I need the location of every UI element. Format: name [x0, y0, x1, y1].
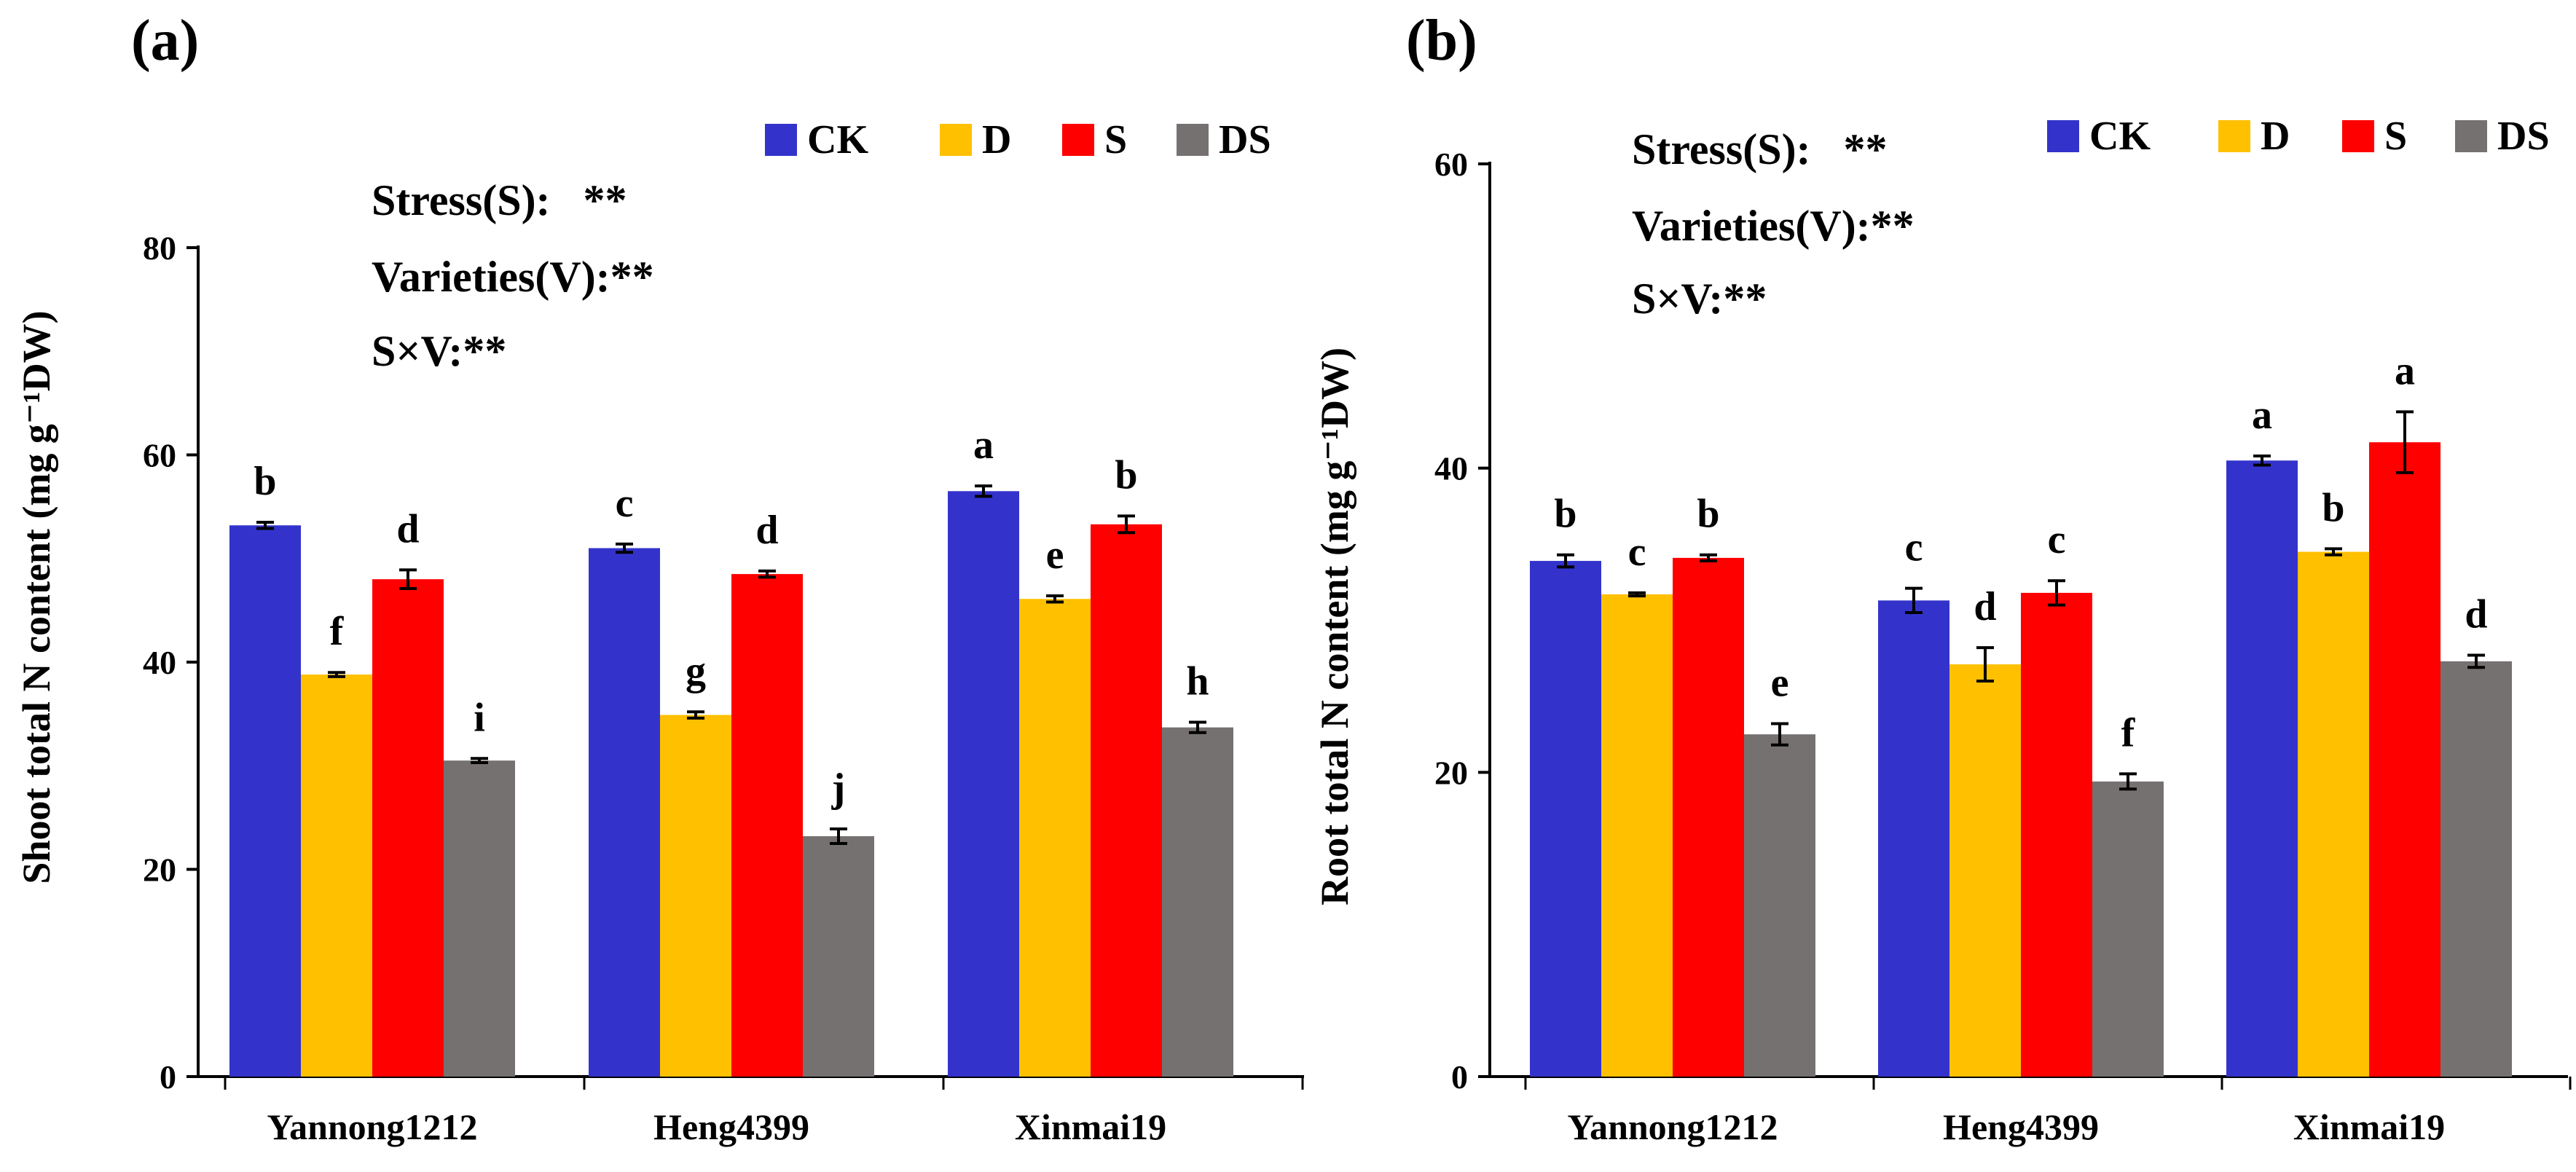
bar	[2440, 661, 2512, 1077]
annotation-stress-a: Stress(S): **	[372, 176, 627, 224]
bar	[229, 525, 301, 1077]
legend-swatch	[2342, 120, 2374, 152]
bar	[803, 835, 874, 1077]
bar	[301, 675, 372, 1077]
significance-letter: f	[330, 609, 345, 654]
legend-label: S	[1104, 117, 1127, 162]
legend-swatch	[2047, 120, 2079, 152]
bar	[2298, 551, 2369, 1077]
y-axis-label-b: Root total N content (mg g⁻¹DW)	[1313, 347, 1356, 905]
legend-label: D	[982, 117, 1011, 162]
panel-label-b: (b)	[1406, 9, 1477, 73]
y-axis-label-a: Shoot total N content (mg g⁻¹DW)	[15, 310, 58, 884]
legend-swatch	[940, 124, 972, 156]
panel-a: (a) Shoot total N content (mg g⁻¹DW) CK D…	[15, 9, 1304, 1147]
legend-swatch	[1177, 124, 1209, 156]
legend-label: S	[2384, 114, 2407, 159]
annotation-interaction-b: S×V:**	[1632, 275, 1767, 323]
bar	[2021, 592, 2092, 1077]
annotation-varieties-a: Varieties(V):**	[372, 253, 654, 301]
significance-letter: b	[2322, 485, 2344, 530]
bar	[1673, 557, 1744, 1077]
x-tick-label: Xinmai19	[2293, 1106, 2445, 1147]
bar	[1601, 594, 1673, 1077]
y-tick-label: 0	[1451, 1058, 1468, 1096]
significance-letter: b	[1697, 492, 1719, 537]
x-tick-label: Heng4399	[1943, 1106, 2099, 1147]
plot-area-a: 0 20 40 60 80 Yannong1212 Heng4399 Xinmai19 b c a f…	[143, 229, 1304, 1147]
significance-letter: d	[396, 506, 419, 551]
plot-area-b: 0 20 40 60 Yannong1212 Heng4399 Xinmai19 b c a c d b…	[1434, 146, 2572, 1147]
panel-b: (b) Root total N content (mg g⁻¹DW) CK D S…	[1313, 9, 2572, 1147]
bar	[948, 491, 1019, 1077]
significance-letter: g	[686, 648, 706, 693]
bar	[1878, 600, 1949, 1077]
y-tick-label: 20	[143, 852, 176, 889]
bar	[2226, 460, 2298, 1077]
legend-swatch	[2455, 120, 2487, 152]
bar	[1019, 599, 1091, 1077]
y-tick-label: 40	[1434, 450, 1468, 487]
bar	[1949, 664, 2021, 1077]
legend-label: DS	[2497, 114, 2550, 159]
significance-letter: h	[1186, 659, 1209, 704]
significance-letter: b	[254, 459, 276, 504]
significance-letter: b	[1554, 492, 1576, 537]
annotation-stress-b: Stress(S): **	[1632, 125, 1888, 173]
bar	[660, 715, 731, 1077]
legend-swatch	[765, 124, 797, 156]
significance-letter: a	[2252, 393, 2272, 438]
bar	[1530, 561, 1601, 1077]
y-tick-label: 20	[1434, 754, 1468, 791]
bar	[731, 574, 803, 1077]
x-tick-label: Heng4399	[653, 1106, 809, 1147]
bar	[2369, 442, 2440, 1077]
significance-letter: b	[1115, 452, 1137, 497]
significance-letter: c	[616, 481, 634, 526]
x-tick-label: Xinmai19	[1015, 1106, 1166, 1147]
legend-a: CK D S DS	[765, 117, 1271, 162]
significance-letter: e	[1046, 532, 1064, 578]
significance-letter: c	[2048, 517, 2066, 562]
significance-letter: i	[474, 695, 485, 740]
legend-label: CK	[807, 117, 868, 162]
x-tick-label: Yannong1212	[267, 1106, 478, 1147]
bar	[444, 760, 515, 1077]
y-tick-label: 60	[143, 437, 176, 474]
bar	[372, 579, 444, 1077]
significance-letter: c	[1628, 530, 1646, 575]
significance-letter: f	[2121, 710, 2136, 755]
significance-letter: a	[973, 422, 994, 468]
significance-letter: d	[2465, 592, 2487, 637]
legend-label: CK	[2089, 114, 2151, 159]
legend-swatch	[1062, 124, 1094, 156]
panel-label-a: (a)	[131, 9, 199, 73]
significance-letter: j	[831, 766, 846, 811]
bar	[589, 548, 660, 1077]
bar	[1091, 524, 1162, 1077]
y-tick-label: 0	[160, 1058, 176, 1096]
x-tick-label: Yannong1212	[1568, 1106, 1778, 1147]
significance-letter: e	[1771, 661, 1789, 706]
y-tick-label: 60	[1434, 146, 1468, 183]
bar	[2092, 781, 2164, 1077]
significance-letter: c	[1905, 525, 1923, 570]
significance-letter: d	[755, 508, 778, 553]
y-tick-label: 40	[143, 644, 176, 681]
significance-letter: d	[1974, 584, 1996, 629]
annotation-interaction-a: S×V:**	[372, 327, 506, 375]
y-tick-label: 80	[143, 229, 176, 267]
legend-label: D	[2261, 114, 2290, 159]
legend-b: CK D S DS	[2047, 114, 2550, 159]
legend-swatch	[2218, 120, 2250, 152]
significance-letter: a	[2395, 348, 2415, 393]
bar	[1162, 727, 1233, 1077]
bar	[1744, 734, 1815, 1077]
legend-label: DS	[1219, 117, 1271, 162]
annotation-varieties-b: Varieties(V):**	[1632, 202, 1915, 250]
